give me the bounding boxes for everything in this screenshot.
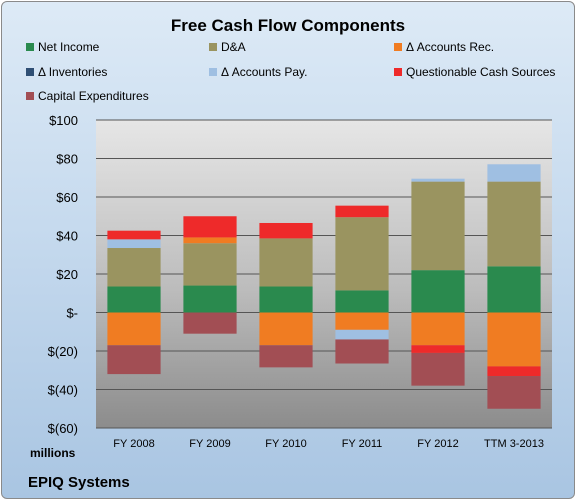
bar-segment bbox=[183, 243, 237, 286]
bar-segment bbox=[411, 345, 465, 353]
bar-segment bbox=[487, 266, 541, 313]
legend-swatch bbox=[394, 68, 402, 76]
legend-label: Net Income bbox=[38, 40, 100, 54]
bar-segment bbox=[259, 222, 313, 239]
legend-label: Δ Accounts Pay. bbox=[221, 65, 308, 79]
bar-segment bbox=[107, 312, 161, 346]
legend-swatch bbox=[26, 43, 34, 51]
x-tick-label: FY 2008 bbox=[113, 438, 154, 450]
x-tick-label: FY 2011 bbox=[342, 438, 383, 450]
bar-segment bbox=[335, 205, 389, 218]
bar-segment bbox=[411, 352, 465, 386]
bar-segment bbox=[335, 339, 389, 364]
bar-segment bbox=[259, 286, 313, 313]
bar-segment bbox=[411, 312, 465, 346]
x-tick-label: FY 2009 bbox=[189, 438, 230, 450]
legend-item: Net Income bbox=[26, 40, 99, 54]
x-axis-ticks: FY 2008 FY 2009 FY 2010 FY 2011 FY 2012 TTM 3… bbox=[113, 438, 544, 450]
legend-item: Δ Accounts Rec. bbox=[394, 40, 494, 54]
bar-segment bbox=[259, 238, 313, 287]
legend-label: Capital Expenditures bbox=[38, 89, 149, 103]
legend-swatch bbox=[209, 68, 217, 76]
bar-segment bbox=[107, 248, 161, 287]
bar-segment bbox=[107, 345, 161, 375]
bar-segment bbox=[335, 290, 389, 313]
legend-swatch bbox=[394, 43, 402, 51]
bar-segment bbox=[487, 181, 541, 267]
bar-segment bbox=[183, 312, 237, 334]
legend-item: Δ Inventories bbox=[26, 65, 107, 79]
bar-segment bbox=[183, 285, 237, 313]
x-tick-label: TTM 3-2013 bbox=[484, 438, 544, 450]
y-axis-ticks: $100 $80 $60 $40 $20 $- $(20) $(40) $(60) bbox=[48, 113, 78, 436]
chart-title: Free Cash Flow Components bbox=[170, 16, 406, 35]
legend-item: Questionable Cash Sources bbox=[394, 65, 555, 79]
legend-label: D&A bbox=[221, 40, 246, 54]
y-tick-label: $60 bbox=[56, 190, 78, 205]
bar-segment bbox=[335, 217, 389, 291]
bar-segment bbox=[487, 312, 541, 367]
bar-segment bbox=[259, 312, 313, 346]
bar-segment bbox=[487, 366, 541, 377]
y-tick-label: $(40) bbox=[48, 383, 78, 398]
grid-lines bbox=[96, 119, 552, 429]
bar-segment bbox=[487, 376, 541, 409]
y-tick-label: $- bbox=[66, 306, 78, 321]
bar-segment bbox=[411, 181, 465, 271]
bar-segment bbox=[107, 286, 161, 313]
legend-item: Δ Accounts Pay. bbox=[209, 65, 308, 79]
bar-segment bbox=[259, 345, 313, 368]
bar-segment bbox=[411, 178, 465, 182]
bar-segment bbox=[411, 270, 465, 313]
y-tick-label: $(60) bbox=[48, 421, 78, 436]
y-tick-label: $100 bbox=[49, 113, 78, 128]
bar-segment bbox=[107, 230, 161, 240]
y-tick-label: $40 bbox=[56, 229, 78, 244]
legend-item: Capital Expenditures bbox=[26, 89, 149, 103]
legend-label: Δ Accounts Rec. bbox=[406, 40, 495, 54]
legend-swatch bbox=[26, 92, 34, 100]
bar-segment bbox=[335, 312, 389, 330]
legend-item: D&A bbox=[209, 40, 246, 54]
legend-swatch bbox=[26, 68, 34, 76]
bars bbox=[107, 164, 541, 409]
x-tick-label: FY 2010 bbox=[265, 438, 306, 450]
bar-segment bbox=[107, 239, 161, 249]
x-tick-label: FY 2012 bbox=[417, 438, 458, 450]
company-label: EPIQ Systems bbox=[28, 474, 130, 491]
legend-swatch bbox=[209, 43, 217, 51]
bar-segment bbox=[335, 329, 389, 340]
bar-segment bbox=[183, 237, 237, 244]
y-tick-label: $20 bbox=[56, 267, 78, 282]
unit-label: millions bbox=[30, 446, 76, 460]
y-tick-label: $(20) bbox=[48, 344, 78, 359]
legend-label: Questionable Cash Sources bbox=[406, 65, 556, 79]
y-tick-label: $80 bbox=[56, 152, 78, 167]
bar-segment bbox=[487, 164, 541, 182]
bar-segment bbox=[183, 216, 237, 238]
legend-label: Δ Inventories bbox=[38, 65, 108, 79]
